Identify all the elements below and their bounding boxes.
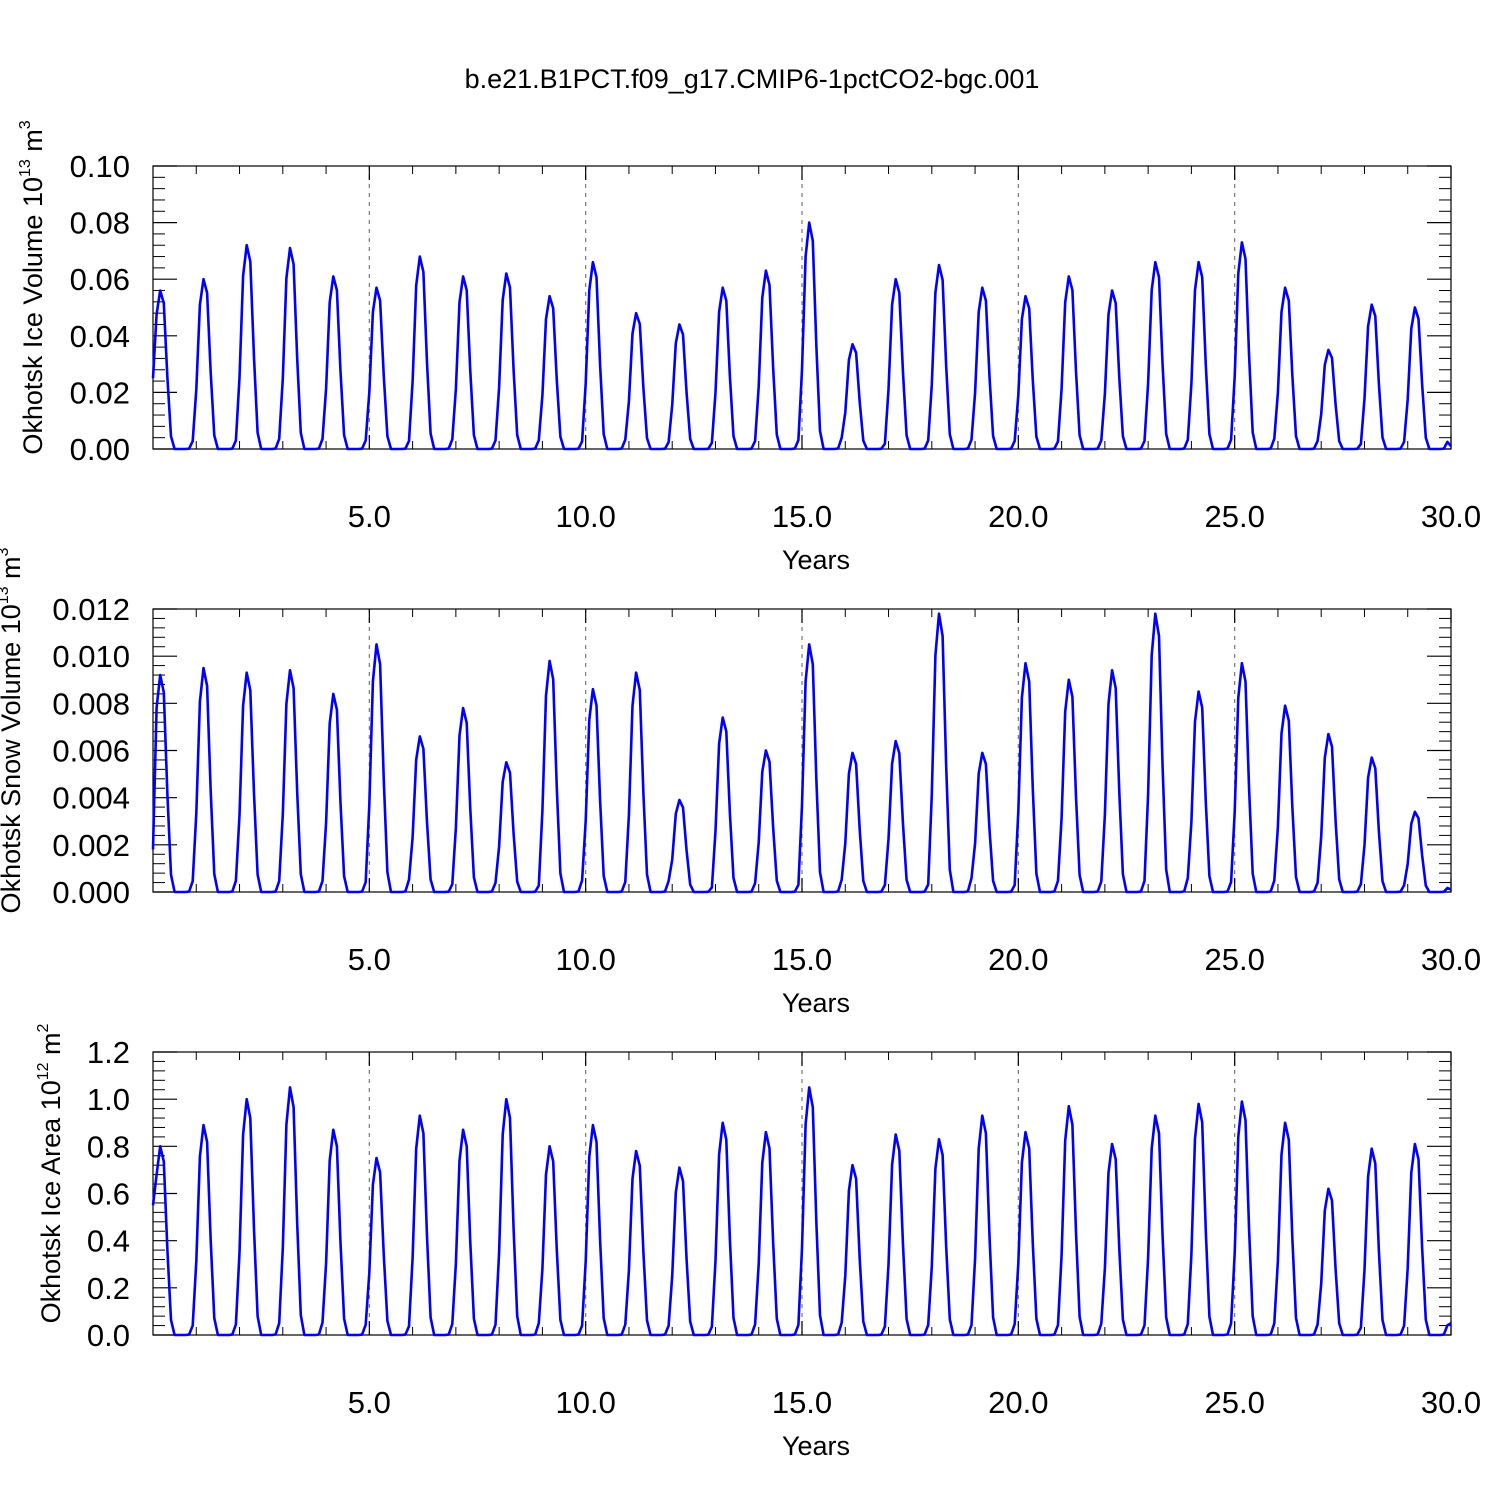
x-tick-label: 25.0 (1204, 942, 1264, 977)
series-line (151, 1086, 1452, 1337)
y-tick-label: 0.10 (70, 149, 130, 184)
x-tick-label: 20.0 (988, 1385, 1048, 1420)
x-tick-label: 15.0 (772, 499, 832, 534)
x-tick-label: 20.0 (988, 942, 1048, 977)
y-tick-label: 0.8 (87, 1129, 130, 1164)
x-tick-label: 15.0 (772, 942, 832, 977)
y-tick-label: 0.08 (70, 206, 130, 241)
y-axis-label: Okhotsk Ice Area 1012 m2 (35, 1023, 66, 1323)
y-tick-label: 0.004 (52, 781, 130, 816)
y-axis-label: Okhotsk Snow Volume 1013 m3 (0, 547, 26, 913)
y-tick-label: 0.02 (70, 375, 130, 410)
x-tick-label: 25.0 (1204, 1385, 1264, 1420)
series-line (151, 612, 1452, 894)
panel-3: 5.0 10.0 15.0 20.0 25.0 30.0 0.0 0.2 0.4 0.6 0.8 1.… (35, 1023, 1481, 1461)
x-tick-label: 5.0 (348, 1385, 391, 1420)
y-tick-label: 0.06 (70, 262, 130, 297)
y-axis-label: Okhotsk Ice Volume 1013 m3 (17, 120, 48, 454)
x-tick-label: 15.0 (772, 1385, 832, 1420)
plot-frame (152, 608, 1452, 893)
x-tick-label: 10.0 (555, 1385, 615, 1420)
x-tick-label: 10.0 (555, 499, 615, 534)
x-tick-label: 5.0 (348, 942, 391, 977)
x-tick-label: 30.0 (1421, 942, 1481, 977)
y-tick-label: 0.006 (52, 734, 130, 769)
y-tick-label: 0.6 (87, 1177, 130, 1212)
x-tick-label: 5.0 (348, 499, 391, 534)
panel-2: 5.0 10.0 15.0 20.0 25.0 30.0 0.000 0.002 0.004 0.… (0, 547, 1481, 1018)
y-tick-label: 0.00 (70, 432, 130, 467)
x-axis-label: Years (782, 988, 850, 1018)
plot-frame (152, 1051, 1452, 1336)
x-tick-label: 10.0 (555, 942, 615, 977)
y-tick-label: 0.002 (52, 828, 130, 863)
x-tick-label: 20.0 (988, 499, 1048, 534)
y-tick-label: 1.0 (87, 1082, 130, 1117)
panel-1: 5.0 10.0 15.0 20.0 25.0 30.0 0.00 0.02 0.04 0.06 0… (17, 120, 1481, 575)
y-tick-label: 0.0 (87, 1318, 130, 1353)
y-tick-label: 0.4 (87, 1224, 130, 1259)
x-tick-label: 25.0 (1204, 499, 1264, 534)
y-tick-label: 0.010 (52, 639, 130, 674)
x-tick-label: 30.0 (1421, 1385, 1481, 1420)
y-tick-label: 0.000 (52, 875, 130, 910)
series-line (151, 221, 1452, 451)
figure-title: b.e21.B1PCT.f09_g17.CMIP6-1pctCO2-bgc.00… (465, 64, 1040, 94)
x-axis-label: Years (782, 545, 850, 575)
y-tick-label: 1.2 (87, 1035, 130, 1070)
y-tick-label: 0.008 (52, 686, 130, 721)
y-tick-label: 0.04 (70, 319, 130, 354)
y-tick-label: 0.012 (52, 592, 130, 627)
x-axis-label: Years (782, 1431, 850, 1461)
plot-frame (152, 165, 1452, 450)
x-tick-label: 30.0 (1421, 499, 1481, 534)
y-tick-label: 0.2 (87, 1271, 130, 1306)
